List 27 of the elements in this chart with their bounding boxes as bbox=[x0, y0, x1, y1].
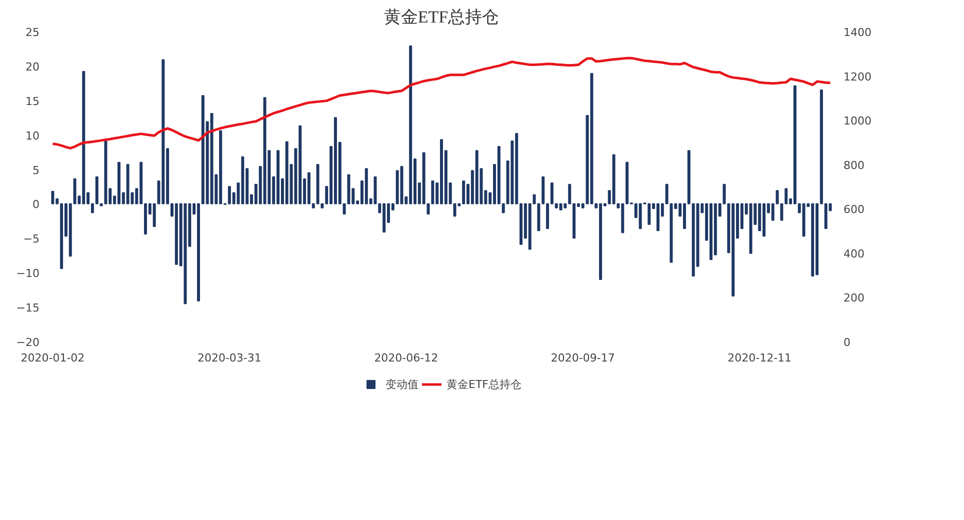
y-tick-label: 25 bbox=[26, 26, 40, 39]
legend-label: 黄金ETF总持仓 bbox=[446, 376, 522, 392]
legend-label: 变动值 bbox=[386, 376, 418, 392]
y2-tick-label: 1000 bbox=[844, 114, 872, 128]
y-tick-label: 20 bbox=[26, 60, 40, 74]
y-tick-label: −5 bbox=[23, 232, 40, 246]
y-tick-label: 10 bbox=[26, 129, 40, 142]
y-tick-label: −20 bbox=[16, 336, 40, 349]
x-tick-label: 2020-01-02 bbox=[20, 352, 85, 364]
y-tick-label: −15 bbox=[16, 302, 40, 315]
y2-tick-label: 800 bbox=[844, 158, 864, 172]
x-tick-label: 2020-06-12 bbox=[374, 352, 438, 364]
y2-tick-label: 400 bbox=[844, 247, 864, 260]
chart-title: 黄金ETF总持仓 bbox=[384, 8, 500, 26]
y-tick-label: 15 bbox=[26, 94, 40, 108]
y2-tick-label: 1200 bbox=[844, 70, 872, 84]
y2-tick-label: 600 bbox=[844, 203, 864, 216]
x-tick-label: 2020-12-11 bbox=[728, 352, 792, 364]
y2-tick-label: 1400 bbox=[844, 26, 872, 39]
x-tick-label: 2020-03-31 bbox=[197, 352, 262, 364]
line-series bbox=[51, 56, 832, 150]
y-tick-label: 5 bbox=[32, 164, 40, 177]
y2-tick-label: 0 bbox=[844, 336, 850, 349]
y2-tick-label: 200 bbox=[844, 292, 864, 305]
y-tick-label: 0 bbox=[32, 198, 40, 212]
y-tick-label: −10 bbox=[16, 267, 40, 280]
x-tick-label: 2020-09-17 bbox=[550, 352, 615, 364]
